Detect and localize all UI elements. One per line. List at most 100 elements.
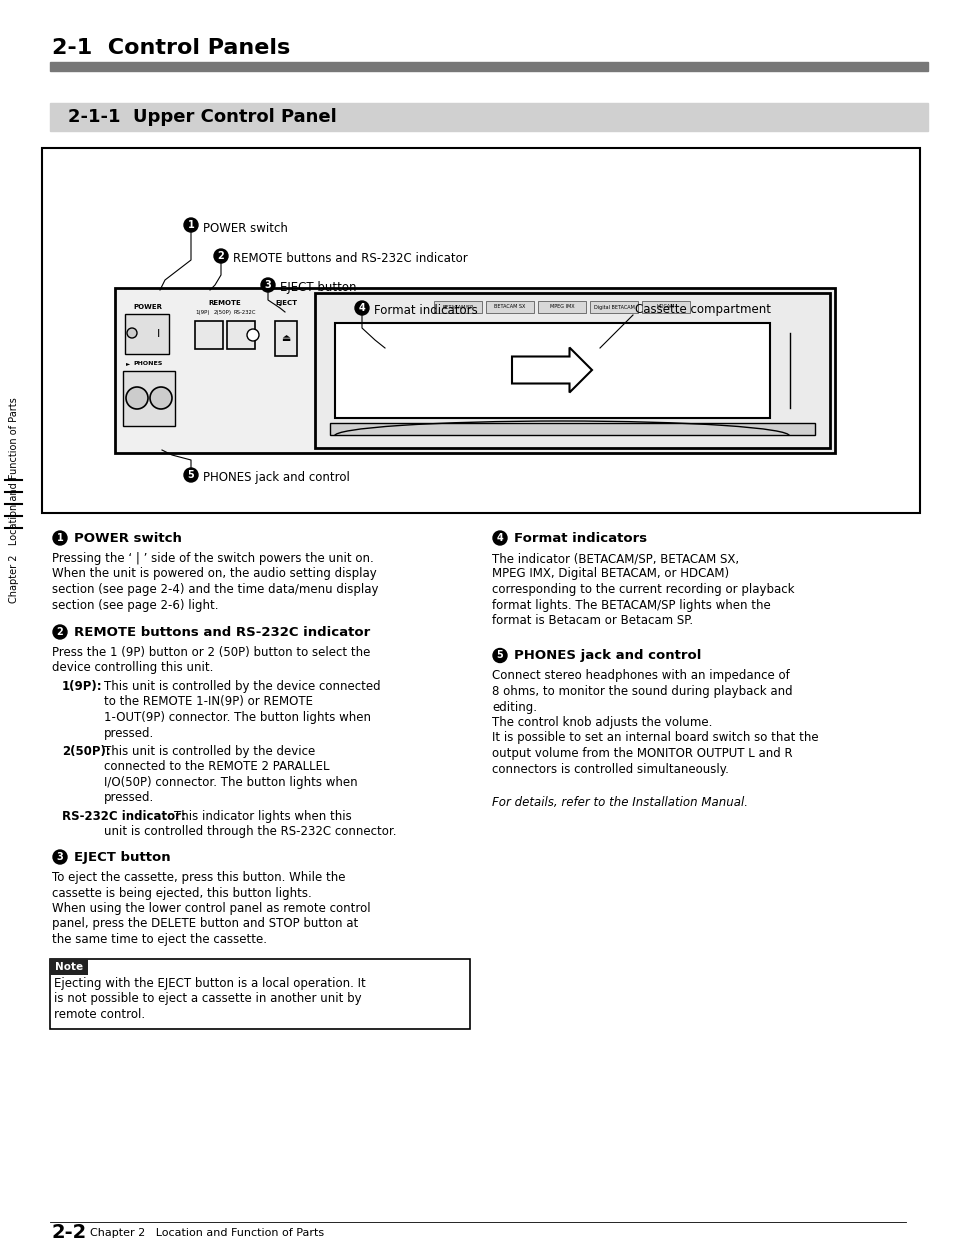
Text: BETACAM SX: BETACAM SX: [494, 305, 525, 310]
Text: 2: 2: [56, 627, 63, 637]
Text: Connect stereo headphones with an impedance of: Connect stereo headphones with an impeda…: [492, 669, 789, 683]
Text: PHONES: PHONES: [133, 361, 163, 366]
Circle shape: [150, 387, 172, 409]
Text: pressed.: pressed.: [104, 726, 154, 739]
Bar: [194, 321, 223, 350]
Text: I/O(50P) connector. The button lights when: I/O(50P) connector. The button lights wh…: [104, 776, 357, 789]
Text: 1(9P):: 1(9P):: [62, 680, 103, 693]
Text: 2-1-1  Upper Control Panel: 2-1-1 Upper Control Panel: [68, 108, 336, 126]
Text: 2-1  Control Panels: 2-1 Control Panels: [52, 39, 290, 58]
Text: remote control.: remote control.: [54, 1008, 145, 1020]
Circle shape: [247, 328, 258, 341]
Text: This unit is controlled by the device: This unit is controlled by the device: [104, 745, 314, 758]
Circle shape: [126, 387, 148, 409]
Circle shape: [213, 249, 228, 262]
Text: to the REMOTE 1-IN(9P) or REMOTE: to the REMOTE 1-IN(9P) or REMOTE: [104, 695, 313, 709]
Text: 5: 5: [497, 651, 503, 661]
Text: The indicator (BETACAM/SP, BETACAM SX,: The indicator (BETACAM/SP, BETACAM SX,: [492, 552, 739, 565]
Text: 4: 4: [497, 532, 503, 542]
Text: 1(9P): 1(9P): [195, 310, 210, 315]
Circle shape: [53, 531, 67, 545]
Text: POWER switch: POWER switch: [203, 221, 288, 235]
Text: For details, refer to the Installation Manual.: For details, refer to the Installation M…: [492, 796, 747, 809]
Bar: [589, 301, 638, 313]
Text: RS-232C indicator:: RS-232C indicator:: [62, 810, 186, 824]
Text: This unit is controlled by the device connected: This unit is controlled by the device co…: [104, 680, 380, 693]
Text: 2(50P):: 2(50P):: [62, 745, 111, 758]
Text: This indicator lights when this: This indicator lights when this: [173, 810, 352, 824]
Text: section (see page 2-6) light.: section (see page 2-6) light.: [52, 598, 218, 612]
Polygon shape: [512, 347, 592, 393]
Text: Format indicators: Format indicators: [374, 305, 477, 317]
Text: Cassette compartment: Cassette compartment: [635, 304, 770, 316]
Text: Pressing the ‘ | ’ side of the switch powers the unit on.: Pressing the ‘ | ’ side of the switch po…: [52, 552, 374, 565]
Bar: [50, 958, 470, 1029]
Text: EJECT: EJECT: [274, 300, 296, 306]
Text: connectors is controlled simultaneously.: connectors is controlled simultaneously.: [492, 763, 728, 775]
Text: 3: 3: [264, 280, 271, 290]
Text: It is possible to set an internal board switch so that the: It is possible to set an internal board …: [492, 731, 818, 744]
Text: unit is controlled through the RS-232C connector.: unit is controlled through the RS-232C c…: [104, 826, 396, 838]
Bar: [227, 321, 254, 350]
Text: 3: 3: [56, 852, 63, 862]
Text: pressed.: pressed.: [104, 791, 154, 805]
Text: 1-OUT(9P) connector. The button lights when: 1-OUT(9P) connector. The button lights w…: [104, 712, 371, 724]
Bar: [485, 301, 534, 313]
Text: panel, press the DELETE button and STOP button at: panel, press the DELETE button and STOP …: [52, 918, 358, 931]
Text: Press the 1 (9P) button or 2 (50P) button to select the: Press the 1 (9P) button or 2 (50P) butto…: [52, 646, 370, 659]
Text: I: I: [157, 328, 160, 340]
Text: When the unit is powered on, the audio setting display: When the unit is powered on, the audio s…: [52, 567, 376, 581]
Text: the same time to eject the cassette.: the same time to eject the cassette.: [52, 933, 267, 945]
Bar: [125, 313, 169, 355]
Text: MPEG IMX, Digital BETACAM, or HDCAM): MPEG IMX, Digital BETACAM, or HDCAM): [492, 567, 728, 581]
Text: POWER switch: POWER switch: [74, 531, 182, 545]
Circle shape: [261, 277, 274, 292]
Bar: [123, 371, 174, 425]
Text: POWER: POWER: [133, 304, 162, 310]
Text: BETACAM/SP: BETACAM/SP: [442, 305, 473, 310]
Text: output volume from the MONITOR OUTPUT L and R: output volume from the MONITOR OUTPUT L …: [492, 746, 792, 760]
Text: 1: 1: [56, 532, 63, 542]
Text: format lights. The BETACAM/SP lights when the: format lights. The BETACAM/SP lights whe…: [492, 598, 770, 612]
Text: Digital BETACAM: Digital BETACAM: [593, 305, 634, 310]
Text: ⏏: ⏏: [281, 333, 291, 343]
Text: Format indicators: Format indicators: [514, 531, 646, 545]
Text: corresponding to the current recording or playback: corresponding to the current recording o…: [492, 583, 794, 596]
Text: REMOTE: REMOTE: [209, 300, 241, 306]
Text: connected to the REMOTE 2 PARALLEL: connected to the REMOTE 2 PARALLEL: [104, 760, 329, 774]
Bar: [537, 301, 585, 313]
Circle shape: [53, 850, 67, 865]
Text: 5: 5: [188, 470, 194, 480]
Bar: [434, 301, 481, 313]
Text: REMOTE buttons and RS-232C indicator: REMOTE buttons and RS-232C indicator: [233, 253, 467, 265]
Text: HDCAM: HDCAM: [656, 305, 675, 310]
Bar: [314, 294, 829, 448]
Text: 1: 1: [188, 220, 194, 230]
Bar: [50, 103, 927, 131]
Text: PHONES jack and control: PHONES jack and control: [203, 471, 350, 484]
Text: cassette is being ejected, this button lights.: cassette is being ejected, this button l…: [52, 887, 312, 899]
Bar: [274, 321, 296, 356]
Bar: [50, 958, 88, 974]
Circle shape: [493, 531, 506, 545]
Bar: [115, 289, 834, 453]
Text: The control knob adjusts the volume.: The control knob adjusts the volume.: [492, 717, 712, 729]
Text: PHONES jack and control: PHONES jack and control: [514, 649, 700, 662]
Text: editing.: editing.: [492, 700, 537, 714]
Text: 8 ohms, to monitor the sound during playback and: 8 ohms, to monitor the sound during play…: [492, 685, 792, 698]
Text: RS-232C: RS-232C: [233, 310, 256, 315]
Text: section (see page 2-4) and the time data/menu display: section (see page 2-4) and the time data…: [52, 583, 378, 596]
Bar: [641, 301, 689, 313]
Circle shape: [355, 301, 369, 315]
Text: device controlling this unit.: device controlling this unit.: [52, 662, 213, 674]
Circle shape: [184, 218, 198, 231]
Text: format is Betacam or Betacam SP.: format is Betacam or Betacam SP.: [492, 615, 693, 627]
Text: Ejecting with the EJECT button is a local operation. It: Ejecting with the EJECT button is a loca…: [54, 977, 365, 989]
Bar: [330, 423, 814, 435]
Text: 4: 4: [358, 304, 365, 313]
Text: ►: ►: [126, 361, 131, 366]
Circle shape: [53, 624, 67, 639]
Text: EJECT button: EJECT button: [74, 851, 171, 863]
Text: REMOTE buttons and RS-232C indicator: REMOTE buttons and RS-232C indicator: [74, 626, 370, 638]
Circle shape: [493, 648, 506, 663]
